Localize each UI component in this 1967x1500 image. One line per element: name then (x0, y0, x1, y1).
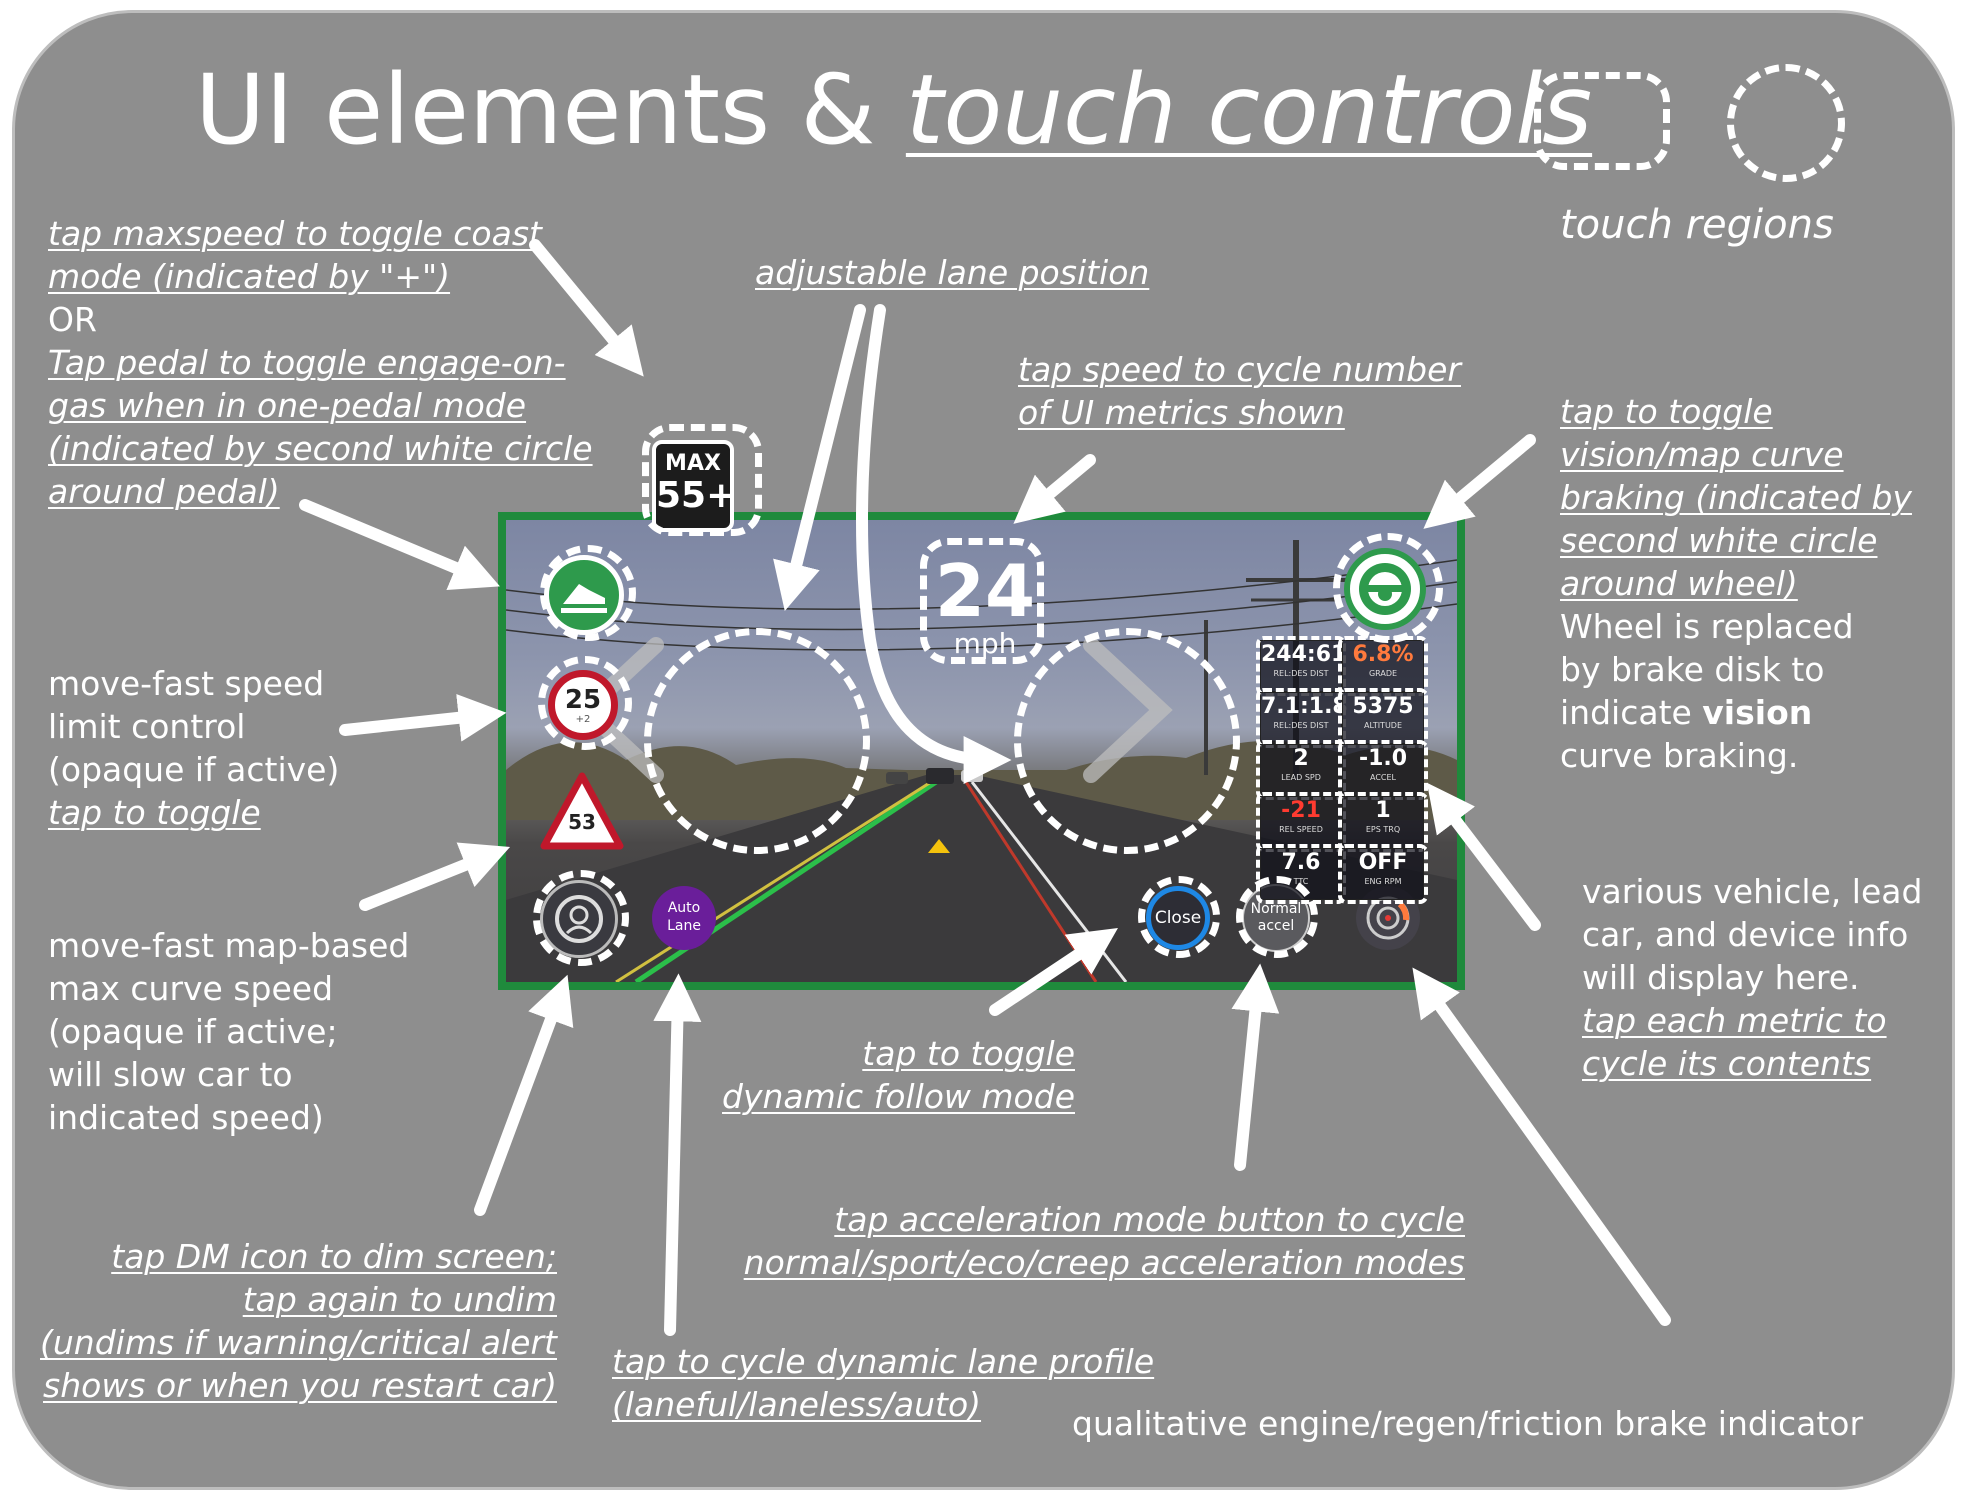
metric-label: REL:DES DIST (1273, 669, 1329, 678)
touch-region-metric (1338, 740, 1428, 800)
metrics-note: various vehicle, lead car, and device in… (1582, 872, 1923, 1083)
follow-note: tap to toggle dynamic follow mode (722, 1034, 1075, 1116)
touch-region-metric (1338, 792, 1428, 852)
accel-note: tap acceleration mode button to cycle no… (743, 1200, 1465, 1282)
metric-value: -21 (1281, 798, 1321, 823)
metric-value: 7.1:1.8 (1261, 694, 1348, 719)
touch-region-right-lane (1014, 628, 1240, 854)
touch-region-metric (1338, 688, 1428, 748)
metric-label: REL SPEED (1279, 825, 1323, 834)
metric-cell[interactable]: 5375 ALTITUDE (1342, 692, 1424, 744)
maxspeed-note: tap maxspeed to toggle coast mode (indic… (48, 214, 593, 511)
metric-label: EPS TRQ (1365, 825, 1401, 834)
metric-value: OFF (1358, 850, 1408, 875)
auto-lane-button[interactable]: Auto Lane (652, 886, 716, 950)
speed-note: tap speed to cycle number of UI metrics … (1018, 350, 1461, 432)
metric-cell[interactable]: -1.0 ACCEL (1342, 744, 1424, 796)
metric-label: GRADE (1368, 669, 1398, 678)
metric-value: 7.6 (1281, 850, 1321, 875)
metric-label: ALTITUDE (1363, 721, 1403, 730)
metric-cell[interactable]: -21 REL SPEED (1260, 796, 1342, 848)
touch-region-metric (1338, 636, 1428, 696)
metric-value: 1 (1375, 798, 1391, 823)
metric-cell[interactable]: OFF ENG RPM (1342, 848, 1424, 900)
metric-label: ACCEL (1369, 773, 1396, 782)
touch-region-dm (533, 870, 629, 966)
metric-value: -1.0 (1358, 746, 1408, 771)
page-title: UI elements & touch controls (195, 54, 1593, 166)
wheel-note: tap to toggle vision/map curve braking (… (1560, 392, 1912, 775)
metric-cell[interactable]: 1 EPS TRQ (1342, 796, 1424, 848)
speed-limit-note: move-fast speed limit control (opaque if… (48, 664, 340, 832)
metric-value: 2 (1293, 746, 1309, 771)
metric-label: REL:DES DIST (1273, 721, 1329, 730)
touch-region-accel (1236, 876, 1318, 958)
touch-region-metric (1256, 636, 1346, 696)
legend-circle-region-icon (1727, 64, 1845, 182)
metric-value: 6.8% (1352, 642, 1414, 667)
touch-region-speed (920, 538, 1044, 664)
metric-value: 244:61 (1261, 642, 1347, 667)
touch-region-metric (1256, 792, 1346, 852)
curve-speed-note: move-fast map-based max curve speed (opa… (48, 926, 410, 1137)
curve-speed-value: 53 (568, 810, 596, 834)
dm-note: tap DM icon to dim screen; tap again to … (40, 1237, 557, 1405)
touch-region-metric (1338, 844, 1428, 904)
touch-region-max (642, 424, 762, 536)
metric-label: ENG RPM (1364, 877, 1402, 886)
lane-position-note: adjustable lane position (755, 253, 1150, 292)
touch-region-left-lane (644, 628, 870, 854)
metric-value: 5375 (1352, 694, 1414, 719)
metric-label: TTC (1293, 877, 1309, 886)
brake-indicator-note: qualitative engine/regen/friction brake … (1072, 1404, 1864, 1443)
legend-label: touch regions (1560, 202, 1834, 248)
touch-region-speed-limit (538, 656, 632, 750)
touch-region-metric (1256, 688, 1346, 748)
lane-profile-note: tap to cycle dynamic lane profile (lanef… (612, 1342, 1155, 1424)
curve-warning-sign-icon (540, 772, 624, 850)
touch-region-pedal (540, 545, 636, 641)
legend-rect-region-icon (1534, 72, 1670, 170)
metric-label: LEAD SPD (1281, 773, 1321, 782)
metric-cell[interactable]: 244:61 REL:DES DIST (1260, 640, 1347, 692)
lead-car-triangle-icon (928, 839, 950, 853)
touch-region-wheel (1333, 533, 1443, 643)
touch-region-follow (1138, 876, 1220, 958)
touch-region-metric (1256, 740, 1346, 800)
